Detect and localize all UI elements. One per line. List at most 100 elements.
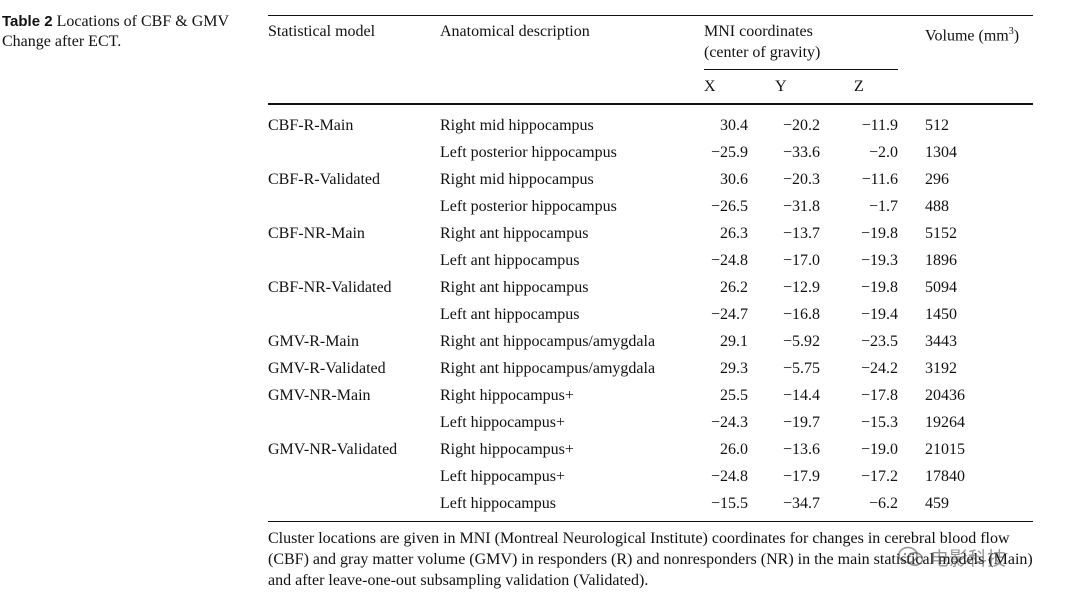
cell-description: Right ant hippocampus/amygdala [440, 333, 656, 350]
cell-x: −24.7 [710, 306, 748, 323]
cell-volume: 3443 [925, 333, 957, 350]
cell-description: Right hippocampus+ [440, 387, 574, 404]
cell-z: −11.6 [861, 171, 898, 188]
table-row: Left hippocampus+ −24.3 −19.7 −15.3 19264 [268, 411, 1033, 438]
cell-model: GMV-R-Validated [268, 360, 386, 377]
header-y: Y [775, 78, 787, 95]
cell-x: −25.9 [710, 144, 748, 161]
wechat-icon [898, 546, 924, 568]
cell-description: Left ant hippocampus [440, 252, 580, 269]
header-volume: Volume (mm3) [925, 21, 1019, 46]
cell-volume: 20436 [925, 387, 965, 404]
mni-subheader-rule [704, 69, 898, 70]
cell-z: −19.4 [860, 306, 898, 323]
cell-description: Right mid hippocampus [440, 117, 594, 134]
cell-y: −34.7 [782, 495, 820, 512]
cell-z: −17.8 [860, 387, 898, 404]
cell-description: Right mid hippocampus [440, 171, 594, 188]
table-label: Table 2 [2, 13, 53, 30]
table-row: CBF-R-Main Right mid hippocampus 30.4 −20.2… [268, 114, 1033, 141]
cell-x: −24.8 [710, 252, 748, 269]
cell-volume: 1450 [925, 306, 957, 323]
cell-z: −2.0 [868, 144, 898, 161]
cell-description: Right ant hippocampus/amygdala [440, 360, 656, 377]
cell-x: 30.6 [720, 171, 748, 188]
table-footnote: Cluster locations are given in MNI (Mont… [268, 530, 1033, 589]
cell-z: −19.8 [860, 279, 898, 296]
cell-y: −16.8 [782, 306, 820, 323]
header-anatomical-description: Anatomical description [440, 23, 590, 40]
table-row: Left ant hippocampus −24.8 −17.0 −19.3 1896 [268, 249, 1033, 276]
cell-description: Left hippocampus+ [440, 468, 565, 485]
cell-x: −24.3 [710, 414, 748, 431]
cell-y: −19.7 [782, 414, 820, 431]
header-volume-sup: 3 [1008, 26, 1014, 37]
table-caption-text: Locations of CBF & GMV Change after ECT. [2, 13, 229, 50]
cell-volume: 17840 [925, 468, 965, 485]
cell-volume: 5152 [925, 225, 957, 242]
cell-model: CBF-NR-Main [268, 225, 365, 242]
table-row: Left hippocampus −15.5 −34.7 −6.2 459 [268, 492, 1033, 519]
cell-description: Left posterior hippocampus [440, 144, 617, 161]
cell-y: −17.0 [782, 252, 820, 269]
cell-z: −6.2 [868, 495, 898, 512]
cell-description: Left hippocampus [440, 495, 556, 512]
table-row: CBF-NR-Validated Right ant hippocampus 26.… [268, 276, 1033, 303]
cell-volume: 19264 [925, 414, 965, 431]
cell-volume: 459 [925, 495, 949, 512]
cell-y: −5.92 [782, 333, 820, 350]
cell-y: −13.6 [782, 441, 820, 458]
cell-y: −12.9 [782, 279, 820, 296]
cell-z: −11.9 [861, 117, 898, 134]
cell-description: Left ant hippocampus [440, 306, 580, 323]
cell-y: −5.75 [782, 360, 820, 377]
cell-z: −23.5 [860, 333, 898, 350]
cell-model: CBF-R-Main [268, 117, 354, 134]
cell-x: 29.1 [720, 333, 748, 350]
cell-y: −33.6 [782, 144, 820, 161]
cell-volume: 3192 [925, 360, 957, 377]
table-row: GMV-R-Validated Right ant hippocampus/amy… [268, 357, 1033, 384]
cell-model: CBF-NR-Validated [268, 279, 392, 296]
cell-z: −1.7 [868, 198, 898, 215]
table-row: CBF-NR-Main Right ant hippocampus 26.3 −13.… [268, 222, 1033, 249]
cell-z: −15.3 [860, 414, 898, 431]
table-row: GMV-NR-Main Right hippocampus+ 25.5 −14.4 −1… [268, 384, 1033, 411]
header-mni-line1: MNI coordinates [704, 23, 813, 40]
table-top-rule [268, 15, 1033, 16]
cell-description: Left posterior hippocampus [440, 198, 617, 215]
cell-x: 26.0 [720, 441, 748, 458]
cell-volume: 5094 [925, 279, 957, 296]
header-mni-line2: (center of gravity) [704, 44, 821, 61]
table-header-rule [268, 103, 1033, 105]
table-body: CBF-R-Main Right mid hippocampus 30.4 −20.2… [268, 114, 1033, 519]
cell-z: −24.2 [860, 360, 898, 377]
cell-y: −20.2 [782, 117, 820, 134]
cell-z: −19.0 [860, 441, 898, 458]
cell-y: −17.9 [782, 468, 820, 485]
cell-volume: 512 [925, 117, 949, 134]
cell-description: Right ant hippocampus [440, 225, 589, 242]
cell-x: −15.5 [710, 495, 748, 512]
cell-description: Left hippocampus+ [440, 414, 565, 431]
cell-x: 30.4 [720, 117, 748, 134]
cell-model: GMV-NR-Validated [268, 441, 398, 458]
cell-x: 26.3 [720, 225, 748, 242]
cell-y: −20.3 [782, 171, 820, 188]
table-caption: Table 2 Locations of CBF & GMV Change af… [2, 12, 242, 52]
cell-model: GMV-NR-Main [268, 387, 371, 404]
table-row: Left hippocampus+ −24.8 −17.9 −17.2 17840 [268, 465, 1033, 492]
cell-description: Right ant hippocampus [440, 279, 589, 296]
cell-y: −14.4 [782, 387, 820, 404]
cell-x: 25.5 [720, 387, 748, 404]
cell-volume: 21015 [925, 441, 965, 458]
cell-x: 29.3 [720, 360, 748, 377]
cell-model: CBF-R-Validated [268, 171, 380, 188]
table-row: Left posterior hippocampus −26.5 −31.8 −1.7… [268, 195, 1033, 222]
cell-y: −31.8 [782, 198, 820, 215]
header-mni-coordinates: MNI coordinates (center of gravity) [704, 21, 820, 63]
table-row: Left ant hippocampus −24.7 −16.8 −19.4 1450 [268, 303, 1033, 330]
table-row: CBF-R-Validated Right mid hippocampus 30.6… [268, 168, 1033, 195]
cell-volume: 296 [925, 171, 949, 188]
table-row: Left posterior hippocampus −25.9 −33.6 −2.0… [268, 141, 1033, 168]
